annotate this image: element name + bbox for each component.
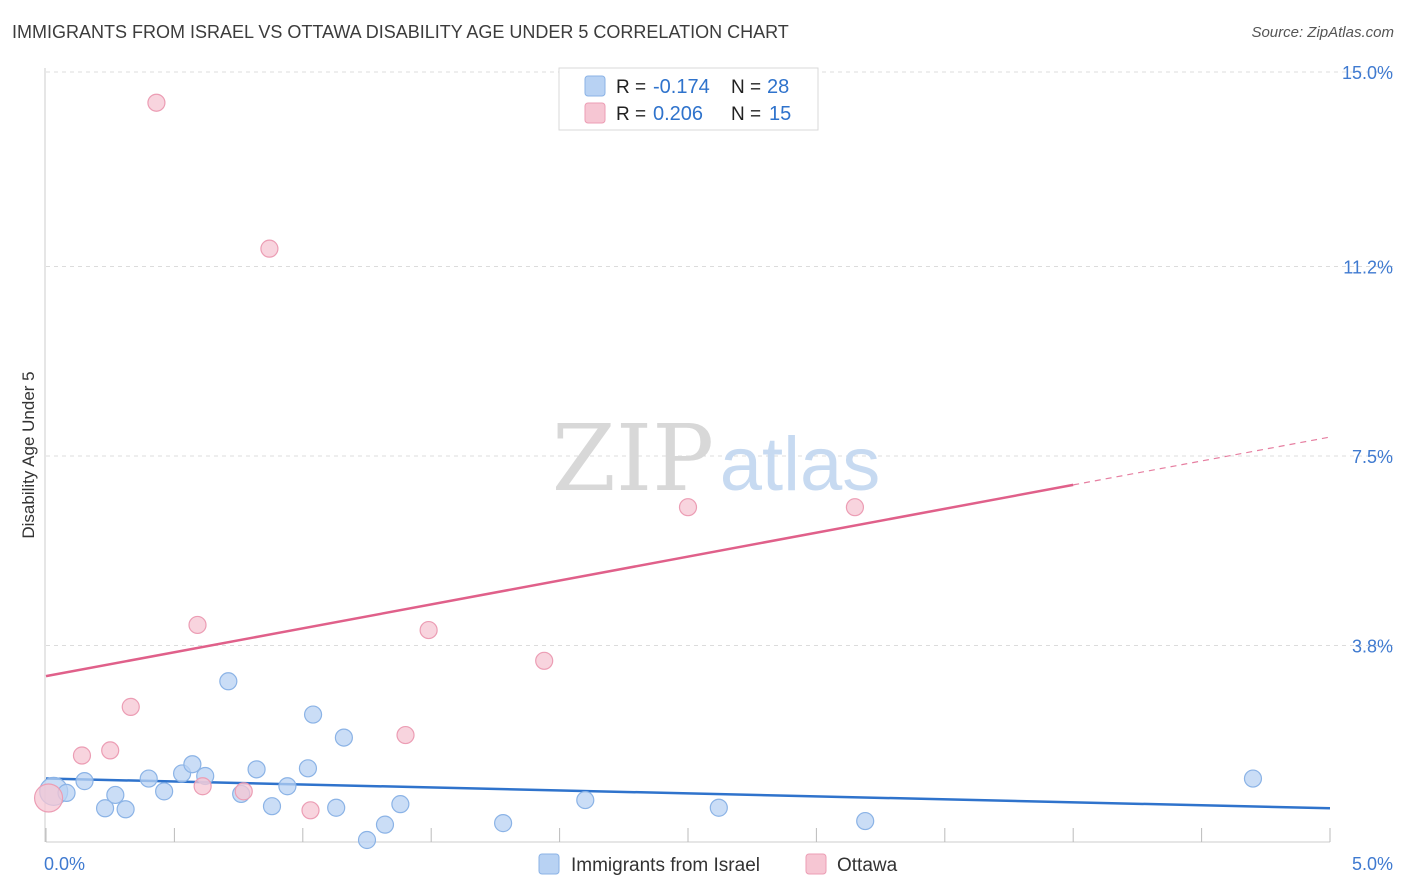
ottawa-point-12 bbox=[535, 651, 554, 670]
israel-point-13 bbox=[247, 760, 266, 779]
legend-n-value-2: 15 bbox=[769, 103, 791, 125]
israel-point-25 bbox=[709, 798, 728, 817]
israel-point-19 bbox=[334, 728, 353, 747]
ottawa-point-9 bbox=[301, 801, 320, 820]
israel-point-21 bbox=[375, 815, 395, 834]
y-tick-label-2: 11.2% bbox=[1343, 258, 1393, 278]
y-axis-label: Disability Age Under 5 bbox=[19, 371, 38, 538]
israel-point-2 bbox=[75, 772, 94, 791]
watermark-zip: ZIP bbox=[552, 405, 714, 512]
legend-r-value-1: -0.174 bbox=[653, 76, 710, 98]
bottom-legend: Immigrants from Israel Ottawa bbox=[538, 853, 898, 876]
legend-n-label-2: N = bbox=[731, 104, 761, 125]
bottom-legend-swatch-blue bbox=[538, 853, 560, 875]
legend-n-value-1: 28 bbox=[767, 76, 789, 98]
israel-point-6 bbox=[139, 769, 158, 788]
trendline-1-projection bbox=[1073, 436, 1331, 486]
watermark: ZIP atlas bbox=[552, 405, 880, 512]
axes bbox=[44, 68, 1331, 843]
israel-point-9 bbox=[183, 755, 202, 774]
ottawa-point-7 bbox=[234, 782, 253, 801]
legend-n-label-1: N = bbox=[731, 77, 761, 98]
ottawa-point-8 bbox=[260, 239, 279, 258]
israel-point-11 bbox=[219, 672, 238, 691]
israel-point-7 bbox=[155, 782, 174, 801]
ottawa-point-14 bbox=[845, 498, 865, 517]
bottom-legend-swatch-pink bbox=[805, 853, 827, 875]
watermark-atlas: atlas bbox=[720, 422, 881, 507]
ottawa-point-11 bbox=[419, 620, 438, 640]
israel-point-15 bbox=[278, 777, 297, 796]
ottawa-point-5 bbox=[188, 615, 207, 635]
israel-point-5 bbox=[116, 800, 135, 819]
ottawa-point-6 bbox=[193, 777, 212, 796]
y-tick-labels: 3.8% 7.5% 11.2% 15.0% bbox=[1342, 63, 1393, 656]
legend-swatch-blue bbox=[584, 75, 606, 97]
israel-point-4 bbox=[106, 785, 125, 805]
ottawa-point-2 bbox=[101, 741, 120, 760]
ottawa-point-1 bbox=[72, 746, 92, 765]
trendline-1 bbox=[45, 483, 1074, 678]
ottawa-point-3 bbox=[121, 697, 140, 716]
israel-point-17 bbox=[303, 705, 323, 724]
trendlines bbox=[45, 436, 1331, 810]
legend-r-label-1: R = bbox=[616, 77, 646, 98]
israel-point-3 bbox=[95, 799, 115, 818]
x-tick-label-left: 0.0% bbox=[44, 854, 85, 874]
israel-point-20 bbox=[357, 830, 377, 850]
legend-box: R = -0.174 N = 28 R = 0.206 N = 15 bbox=[558, 67, 819, 131]
israel-point-18 bbox=[327, 798, 346, 817]
israel-point-16 bbox=[298, 759, 318, 778]
bottom-legend-label-1: Immigrants from Israel bbox=[571, 855, 760, 876]
gridlines bbox=[46, 71, 1393, 646]
israel-point-22 bbox=[391, 795, 410, 814]
chart-title: IMMIGRANTS FROM ISRAEL VS OTTAWA DISABIL… bbox=[12, 22, 789, 42]
ottawa-point-4 bbox=[147, 93, 166, 112]
israel-point-23 bbox=[494, 814, 513, 833]
israel-point-14 bbox=[262, 797, 282, 816]
israel-point-24 bbox=[576, 790, 595, 810]
y-tick-label-3: 15.0% bbox=[1342, 63, 1393, 83]
bottom-legend-label-2: Ottawa bbox=[837, 855, 898, 876]
ottawa-point-10 bbox=[396, 725, 415, 745]
legend-swatch-pink bbox=[584, 102, 606, 124]
scatter-points bbox=[33, 93, 1263, 850]
source-label: Source: ZipAtlas.com bbox=[1251, 24, 1394, 41]
y-tick-label-1: 7.5% bbox=[1352, 447, 1393, 467]
israel-point-26 bbox=[856, 811, 875, 831]
ottawa-point-13 bbox=[678, 498, 698, 517]
legend-r-label-2: R = bbox=[616, 104, 646, 125]
x-tick-label-right: 5.0% bbox=[1352, 854, 1393, 874]
trendline-0 bbox=[45, 777, 1331, 810]
legend-r-value-2: 0.206 bbox=[653, 103, 703, 125]
y-tick-label-0: 3.8% bbox=[1352, 636, 1393, 656]
ottawa-point-0 bbox=[33, 783, 64, 813]
israel-point-27 bbox=[1243, 769, 1263, 788]
